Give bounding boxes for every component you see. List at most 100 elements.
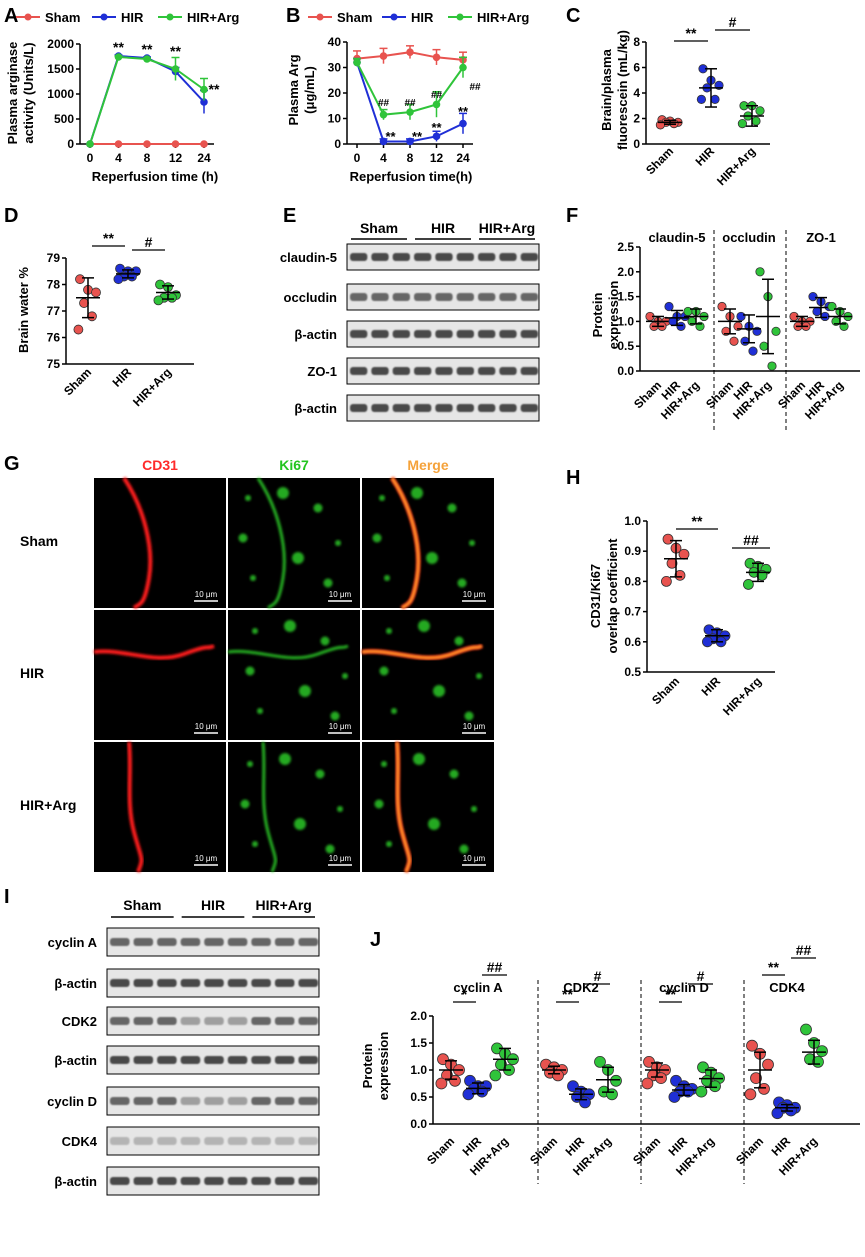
scale-bar-label: 10 μm [463,854,486,863]
data-point [755,106,765,116]
data-point [771,326,781,336]
x-tick-label: 8 [407,151,414,165]
y-tick-label: 0.8 [624,574,641,588]
series-line-hirarg [89,55,205,145]
data-point [808,291,818,302]
y-tick-label: 1.0 [624,514,641,528]
scale-bar-label: 10 μm [329,722,352,731]
scale-bar-label: 10 μm [195,854,218,863]
blot-band [298,1137,318,1145]
blot-band [110,1097,130,1105]
data-point [489,1069,502,1082]
significance-label: # [594,968,602,984]
blot-band [456,404,474,412]
blot-band [157,1137,177,1145]
data-point [746,1039,758,1052]
y-tick-label: 79 [47,251,61,265]
data-point [75,274,85,285]
cd31-vessel [127,741,144,873]
data-point [729,336,739,346]
legend-label-hir: HIR [121,10,144,25]
cd31-vessel [122,476,153,610]
blot-band [350,293,368,301]
ki67-nucleus [469,540,475,546]
chart-c-ylabel-2: fluorescein (mL/kg) [615,30,630,150]
data-point [73,324,84,335]
blot-band [251,979,271,987]
blot-band [204,1137,224,1145]
panel-letter-g: G [4,453,20,475]
blot-band [520,404,538,412]
blot-band [499,293,517,301]
significance-label: # [145,234,153,250]
ki67-nucleus [245,495,251,501]
blot-band [204,1177,224,1185]
ki67-nucleus [252,628,258,634]
blot-group-label: Sham [123,897,161,913]
y-tick-label: 1000 [47,87,74,101]
category-label: Sham [733,1134,766,1167]
micrograph-background [94,742,226,872]
ki67-nucleus [252,841,258,847]
ki67-vessel [261,741,277,873]
significance-label: ** [665,986,676,1002]
significance-label: ## [796,942,812,958]
data-point [771,1107,784,1120]
micrograph-hirarg-ki67: 10 μm [228,741,360,873]
significance-label-arg: ## [431,90,443,101]
panel-letter-a: A [4,5,18,27]
category-label: Sham [643,144,676,177]
x-tick-label: 24 [456,151,470,165]
data-point [86,140,94,148]
y-tick-label: 30 [328,61,342,75]
chart-a-ylabel-2: activity (Units/L) [21,42,36,143]
data-point [678,548,690,560]
ki67-nucleus [457,578,467,588]
blot-band [392,253,410,261]
blot-band [133,938,154,946]
ki67-nucleus [471,806,477,812]
category-label: HIR+Arg [130,365,174,409]
panel-title: CDK4 [769,980,805,995]
blot-band [274,1097,295,1105]
panel-title: cyclin A [453,980,503,995]
micrograph-hirarg-merge: 10 μm [362,741,494,873]
blot-band [478,404,496,412]
significance-label-hir: ** [412,129,423,144]
blot-band [204,1017,224,1025]
significance-label: ## [743,532,759,548]
significance-label-hir: ** [431,120,442,135]
y-tick-label: 1.0 [410,1063,427,1077]
chart-d-ylabel: Brain water % [16,267,31,353]
legend-label-hir: HIR [411,10,434,25]
y-tick-label: 77 [47,304,61,318]
x-tick-label: 8 [144,151,151,165]
blot-row-label: CDK2 [62,1014,97,1029]
blot-band [110,1056,130,1064]
blot-band [392,367,410,375]
ki67-nucleus [330,711,340,721]
y-tick-label: 1.0 [617,314,634,328]
ki67-nucleus [372,533,382,543]
blot-band [274,1017,295,1025]
data-point [736,311,746,322]
y-tick-label: 0.5 [617,339,634,353]
legend-label-hir-arg: HIR+Arg [187,10,239,25]
data-point [820,311,830,322]
data-point [406,108,414,116]
significance-label: ** [209,81,220,97]
panel-letter-e: E [283,205,296,227]
data-point [114,53,123,61]
blot-band [392,404,410,412]
data-point [674,569,686,581]
data-point [641,1077,654,1090]
chart-h-ylabel-1: CD31/Ki67 [588,564,603,628]
data-point [662,533,674,545]
blot-band [298,979,318,987]
micrograph-hir-ki67: 10 μm [227,610,360,740]
y-tick-label: 6 [633,61,640,75]
blot-row-label: β-actin [54,1053,97,1068]
significance-label-hir: ** [458,104,469,119]
ki67-nucleus [245,666,255,676]
blot-band [227,1056,248,1064]
